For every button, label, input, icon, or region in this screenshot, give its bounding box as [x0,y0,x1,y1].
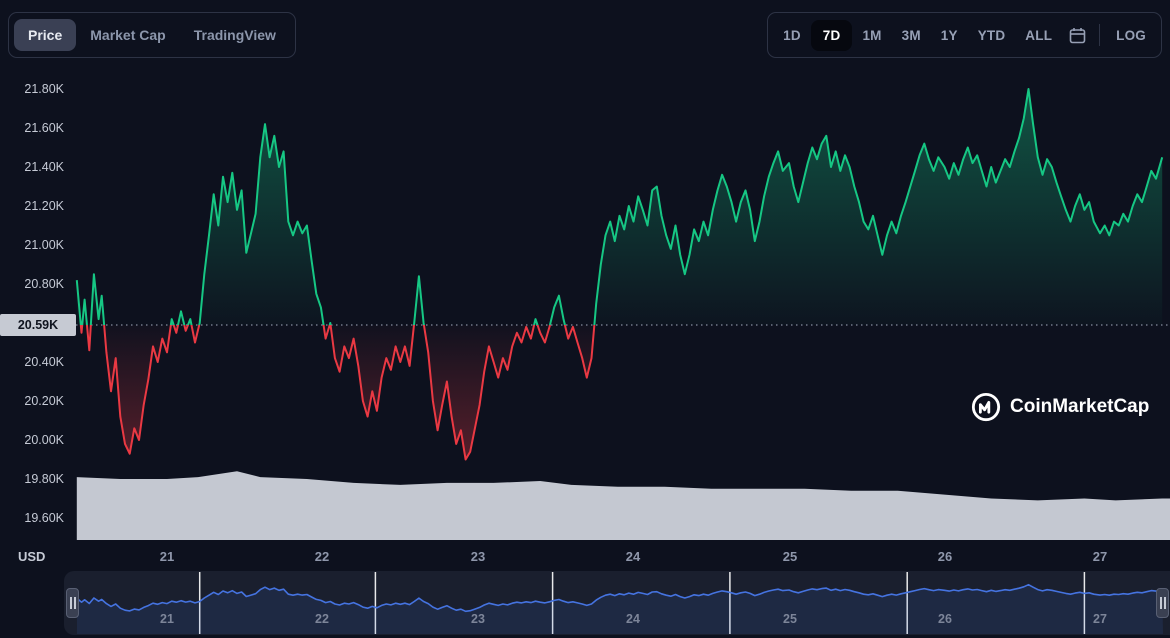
brand-name: CoinMarketCap [1010,396,1150,417]
range-all[interactable]: ALL [1015,20,1062,51]
navigator-left-handle[interactable] [66,588,79,618]
chart-type-toolbar: Price Market Cap TradingView [8,12,296,58]
navigator-date-label: 23 [471,612,485,626]
range-1m[interactable]: 1M [852,20,891,51]
y-axis-label: 21.80K [24,82,64,96]
range-1d[interactable]: 1D [773,20,811,51]
y-axis-label: 20.40K [24,355,64,369]
y-axis-label: 21.00K [24,238,64,252]
current-price-tag: 20.59K [0,314,76,336]
x-axis-label: 23 [470,549,486,564]
x-axis-label: 24 [625,549,641,564]
currency-unit-label: USD [18,549,46,564]
navigator-right-handle[interactable] [1156,588,1169,618]
x-axis-label: 27 [1092,549,1108,564]
navigator-date-label: 26 [938,612,952,626]
y-axis-label: 21.40K [24,160,64,174]
range-3m[interactable]: 3M [892,20,931,51]
calendar-button[interactable] [1062,21,1093,50]
y-axis-label: 21.60K [24,121,64,135]
range-1y[interactable]: 1Y [931,20,968,51]
y-axis-label: 20.80K [24,277,64,291]
toolbar-divider [1099,24,1101,46]
tab-price[interactable]: Price [14,19,77,51]
calendar-icon [1069,27,1086,43]
range-ytd[interactable]: YTD [968,20,1016,51]
y-axis-label: 20.00K [24,433,64,447]
y-axis-label: 19.80K [24,472,64,486]
x-axis-label: 25 [782,549,798,564]
y-axis-label: 21.20K [24,199,64,213]
y-axis-label: 19.60K [24,511,64,525]
coinmarketcap-logo-icon [971,392,1001,422]
time-range-toolbar: 1D 7D 1M 3M 1Y YTD ALL LOG [767,12,1162,58]
tab-market-cap[interactable]: Market Cap [76,19,179,51]
tab-tradingview[interactable]: TradingView [180,19,290,51]
range-7d[interactable]: 7D [810,19,853,51]
x-axis-label: 21 [159,549,175,564]
navigator-date-label: 24 [626,612,640,626]
coinmarketcap-logo: CoinMarketCap [971,392,1149,422]
navigator-date-label: 27 [1093,612,1107,626]
navigator-date-label: 22 [315,612,329,626]
log-scale-toggle[interactable]: LOG [1106,20,1156,51]
navigator-date-label: 21 [160,612,174,626]
x-axis-label: 26 [937,549,953,564]
x-axis-label: 22 [314,549,330,564]
y-axis-label: 20.20K [24,394,64,408]
navigator-date-label: 25 [783,612,797,626]
